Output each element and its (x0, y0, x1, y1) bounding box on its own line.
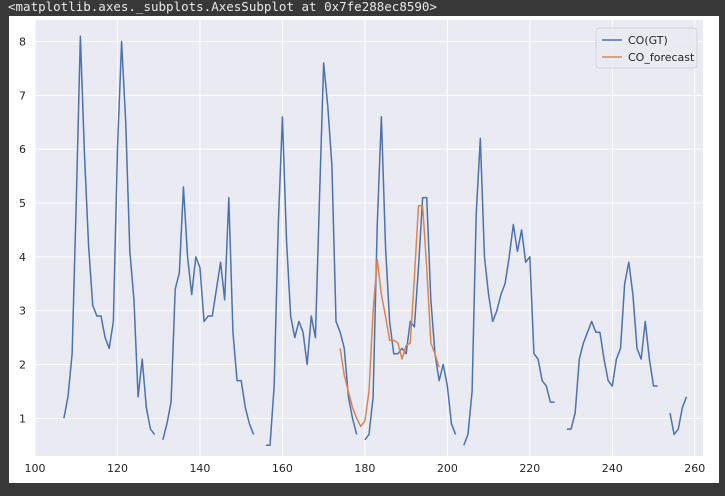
figure: 100 120 140 160 180 200 220 240 260 1 2 3 4 5 6 7 8 CO(G… (9, 16, 719, 483)
y-tick-label: 6 (19, 143, 26, 156)
series-lines (63, 35, 688, 446)
x-tick-label: 220 (519, 462, 540, 475)
x-tick-label: 200 (437, 462, 458, 475)
series-line-0 (566, 261, 658, 430)
x-tick-label: 120 (107, 462, 128, 475)
x-tick-label: 160 (272, 462, 293, 475)
x-tick-label: 140 (189, 462, 210, 475)
legend-label: CO_forecast (628, 51, 695, 64)
series-line-1 (339, 204, 440, 428)
series-line-0 (364, 116, 457, 441)
x-tick-label: 180 (354, 462, 375, 475)
y-tick-label: 8 (19, 36, 26, 49)
grid (34, 20, 703, 456)
series-line-0 (162, 186, 255, 441)
line-chart: 100 120 140 160 180 200 220 240 260 1 2 3 4 5 6 7 8 CO(G… (19, 20, 705, 475)
y-tick-label: 1 (19, 412, 26, 425)
legend: CO(GT) CO_forecast (595, 27, 698, 69)
y-tick-label: 3 (19, 305, 26, 318)
series-line-0 (63, 35, 156, 435)
legend-label: CO(GT) (628, 34, 668, 47)
legend-frame (595, 27, 698, 69)
series-line-0 (669, 396, 688, 436)
axes-repr-text: <matplotlib.axes._subplots.AxesSubplot a… (8, 0, 437, 14)
series-line-0 (463, 137, 555, 446)
y-tick-label: 2 (19, 358, 26, 371)
x-tick-label: 240 (602, 462, 623, 475)
y-tick-label: 5 (19, 197, 26, 210)
x-tick-label: 260 (684, 462, 705, 475)
y-tick-label: 7 (19, 89, 26, 102)
y-tick-label: 4 (19, 251, 26, 264)
x-tick-label: 100 (25, 462, 46, 475)
tick-labels: 100 120 140 160 180 200 220 240 260 1 2 3 4 5 6 7 8 (19, 36, 705, 475)
series-line-0 (265, 62, 358, 446)
